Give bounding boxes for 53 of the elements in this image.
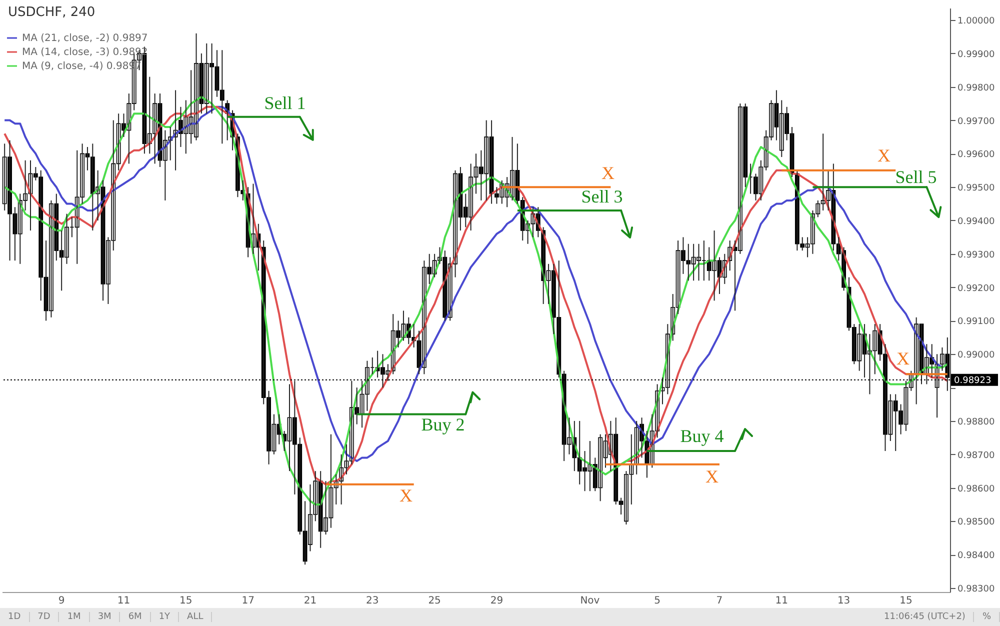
- y-tick-label: 0.98400: [958, 551, 995, 562]
- x-tick-label: 11: [775, 596, 788, 606]
- annotation: X: [878, 145, 890, 166]
- text: 6M: [120, 612, 151, 622]
- annotation: Sell 3: [581, 186, 623, 207]
- text: 1M: [59, 612, 90, 622]
- text: 11:06:45 (UTC+2): [876, 612, 974, 622]
- y-tick-label: 0.99300: [958, 250, 995, 260]
- x-tick-label: Nov: [580, 596, 600, 606]
- y-tick-label: 0.99100: [958, 317, 995, 328]
- y-tick-label: 0.99500: [958, 184, 995, 194]
- x-tick-label: 29: [490, 596, 504, 606]
- y-tick-label: 0.99700: [958, 116, 995, 127]
- x-tick-label: 7: [716, 596, 723, 606]
- x-tick-label: 17: [242, 596, 254, 606]
- y-tick-label: 0.98300: [958, 584, 995, 594]
- ref-line-label: 0.98923: [954, 376, 992, 386]
- y-tick-label: 0.99000: [958, 350, 995, 361]
- y-tick-label: 0.99900: [958, 50, 995, 60]
- text: 1D: [0, 612, 30, 622]
- annotation: X: [400, 486, 412, 506]
- annotation: X: [602, 163, 614, 184]
- y-tick-label: 1.00000: [958, 16, 995, 27]
- y-tick-label: 0.98800: [958, 417, 995, 428]
- y-tick-label: 0.98500: [958, 518, 995, 528]
- y-tick-label: 0.98600: [958, 484, 995, 494]
- x-tick-label: 9: [58, 596, 65, 606]
- x-tick-label: 13: [837, 596, 850, 606]
- x-tick-label: 25: [428, 596, 441, 606]
- x-tick-label: 11: [117, 596, 130, 606]
- y-tick-label: 0.99800: [958, 83, 995, 94]
- text: %: [974, 612, 1000, 622]
- text: 7D: [30, 612, 60, 622]
- y-tick-label: 0.99600: [958, 150, 995, 160]
- x-tick-label: 21: [304, 596, 317, 606]
- x-tick-label: 15: [180, 596, 192, 606]
- y-tick-label: 0.98700: [958, 450, 995, 461]
- annotation: Sell 1: [264, 93, 306, 114]
- y-tick-label: 0.99200: [958, 284, 995, 294]
- annotation: Buy 2: [421, 414, 465, 434]
- annotation: X: [706, 466, 718, 486]
- text: 3M: [90, 612, 120, 622]
- legend-label: MA (21, close, -2) 0.9897: [22, 33, 148, 44]
- x-tick-label: 5: [654, 596, 660, 606]
- annotation: X: [896, 348, 910, 368]
- text: 1Y: [150, 612, 180, 622]
- x-tick-label: 15: [900, 596, 912, 606]
- y-tick-label: 0.99400: [958, 216, 995, 227]
- x-tick-label: 23: [366, 596, 379, 606]
- text: ALL: [179, 612, 212, 622]
- annotation: Buy 4: [680, 426, 724, 446]
- annotation: Sell 5: [895, 167, 937, 188]
- chart-title: USDCHF, 240: [8, 5, 96, 20]
